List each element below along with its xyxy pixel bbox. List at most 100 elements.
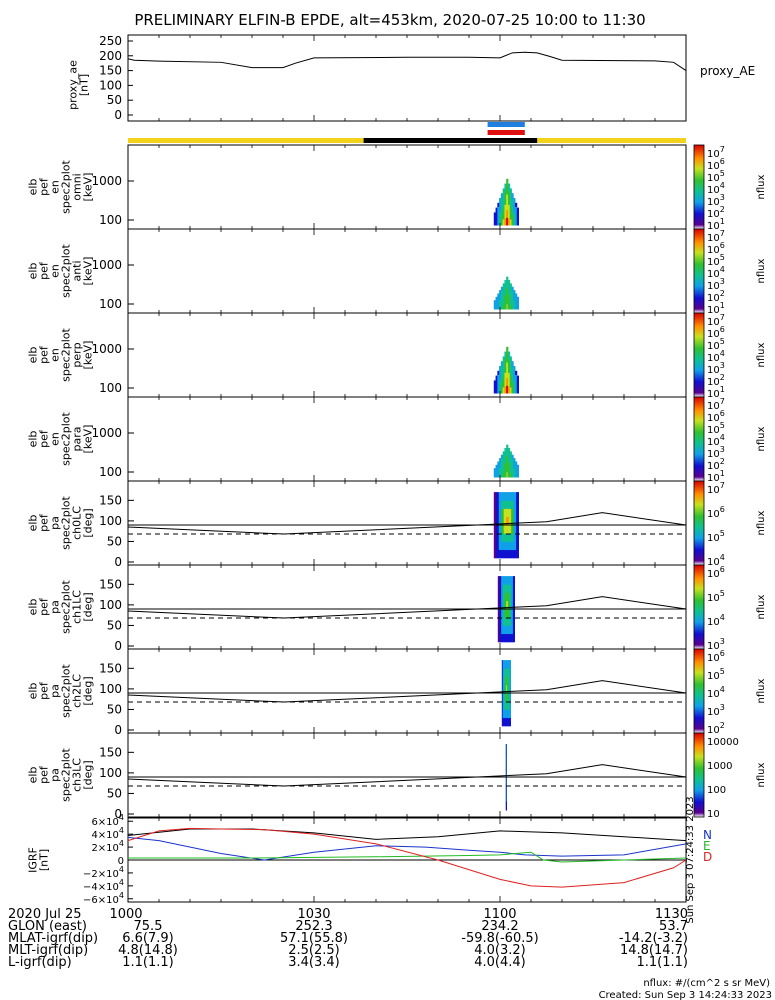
spectrogram-cell: [515, 293, 518, 297]
spectrogram-cell: [501, 525, 505, 534]
spectrogram-cell: [506, 444, 509, 451]
y-tick-label: 1000: [91, 342, 122, 356]
colorbar-tick-label: 104: [707, 685, 725, 700]
spectrogram-cell: [495, 219, 498, 223]
spectrogram-cell: [508, 668, 511, 677]
spectrogram-cell: [507, 472, 511, 478]
spectrogram-cell: [497, 385, 500, 390]
spectrogram-cell: [504, 372, 507, 380]
spectrogram-cell: [509, 609, 512, 618]
y-tick-label: 50: [107, 618, 122, 632]
spectrogram-cell: [506, 186, 509, 195]
colorbar-tick-label: 107: [707, 481, 725, 496]
units-note: nflux: #/(cm^2 s sr MeV): [643, 978, 770, 989]
shadow-segment: [363, 138, 538, 143]
spectrogram-cell: [516, 468, 519, 472]
spectrogram-cell: [499, 633, 502, 643]
spectrogram-cell: [505, 660, 507, 669]
colorbar-tick-label: 106: [707, 325, 725, 340]
spectrogram-cell: [503, 709, 505, 719]
spectrogram-cell: [500, 469, 504, 474]
y-tick-label: 50: [107, 702, 122, 716]
spectrogram-cell: [504, 299, 507, 305]
spectrogram-cell: [507, 633, 510, 643]
spectrogram-cell: [506, 576, 509, 585]
panel-frame: [127, 34, 687, 122]
spectrogram-cell: [509, 576, 512, 585]
spectrogram-cell: [509, 194, 512, 202]
spectrogram-cell: [499, 216, 502, 221]
footer-row-value: 1000: [109, 907, 142, 922]
y-axis-label: en: [49, 348, 62, 362]
spectrogram-cell: [501, 541, 505, 551]
spectrogram-cell: [509, 625, 512, 635]
spectrogram-cell: [515, 370, 518, 375]
y-tick-label: −2×104: [83, 865, 124, 880]
spectrogram-cell: [516, 390, 519, 394]
spectrogram-cell: [504, 462, 507, 468]
spectrogram-cell: [504, 284, 507, 291]
spectrogram-cell: [506, 466, 509, 473]
y-axis-label: elb: [27, 263, 40, 280]
colorbar-tick-label: 104: [707, 433, 725, 448]
y-axis-label: pef: [38, 345, 51, 364]
spectrogram-cell: [497, 301, 500, 305]
spectrogram-cell: [500, 203, 504, 210]
spectrogram-cell: [515, 206, 518, 211]
spectrogram-cell: [496, 533, 500, 542]
spectrogram-cell: [503, 701, 505, 710]
spectrogram-cell: [515, 389, 518, 394]
y-tick-label: 150: [99, 661, 122, 675]
plot-title: PRELIMINARY ELFIN-B EPDE, alt=453km, 202…: [134, 11, 645, 29]
spectrogram-cell: [500, 462, 504, 467]
proxy-ae-line: [127, 51, 687, 72]
spectrogram-cell: [504, 190, 507, 198]
spectrogram-cell: [499, 584, 502, 593]
y-tick-label: 250: [99, 34, 122, 48]
spectrogram-cell: [506, 592, 509, 602]
spectrogram-cell: [513, 470, 516, 475]
spectrogram-cell: [511, 301, 514, 306]
spectrogram-cell: [507, 289, 511, 296]
colorbar: [693, 480, 705, 566]
spectrogram-cell: [503, 660, 505, 669]
colorbar-tick-label: 105: [707, 667, 725, 682]
spectrogram-cell: [509, 291, 512, 297]
spectrogram-cell: [495, 378, 498, 382]
spectrogram-cell: [513, 508, 517, 518]
spectrogram-cell: [507, 304, 511, 310]
spectrogram-cell: [507, 660, 510, 669]
spectrogram-cell: [500, 301, 504, 306]
spectrogram-cell: [501, 592, 504, 602]
spectrogram-cell: [511, 203, 514, 210]
spectrogram-cell: [502, 287, 505, 293]
spectrogram-cell: [497, 474, 500, 478]
spectrogram-cell: [509, 660, 511, 669]
spectrogram-cell: [493, 475, 496, 478]
spectrogram-cell: [511, 458, 514, 463]
spectrogram-cell: [495, 384, 498, 388]
spectrogram-cell: [493, 390, 496, 394]
spectrogram-cell: [513, 290, 516, 294]
y-tick-label: 50: [107, 93, 122, 107]
spectrogram-cell: [493, 468, 496, 471]
colorbar: [693, 228, 705, 314]
spectrogram-cell: [502, 459, 505, 465]
footer-row-value: 4.0(3.2): [474, 943, 526, 958]
spectrogram-cell: [511, 533, 515, 542]
spectrogram-cell: [501, 709, 504, 719]
spectrogram-cell: [507, 284, 511, 291]
spectrogram-cell: [500, 382, 504, 389]
spectrogram-cell: [493, 216, 496, 220]
spectrogram-cell: [499, 293, 502, 297]
spectrogram-cell: [504, 617, 507, 626]
y-axis-label: pef: [38, 261, 51, 280]
spectrogram-cell: [497, 370, 500, 375]
spectrogram-cell: [495, 375, 498, 379]
spectrogram-cell: [507, 299, 511, 305]
spectrogram-cell: [506, 346, 509, 355]
spectrogram-cell: [506, 600, 509, 610]
y-tick-label: 150: [99, 745, 122, 759]
spectrogram-cell: [497, 298, 500, 302]
spectrogram-cell: [499, 207, 502, 212]
